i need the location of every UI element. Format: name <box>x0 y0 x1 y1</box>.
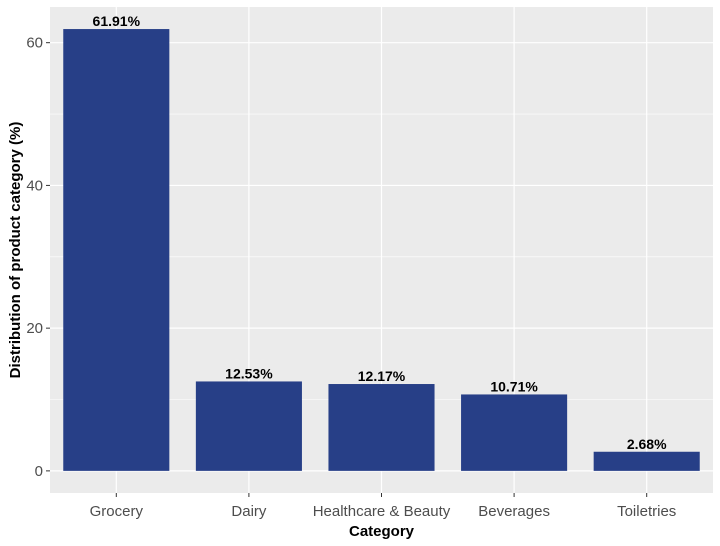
bar <box>63 29 170 471</box>
x-axis-title: Category <box>349 523 415 540</box>
y-tick-label: 60 <box>26 35 43 52</box>
data-label: 61.91% <box>93 13 141 29</box>
x-tick-label: Healthcare & Beauty <box>313 503 451 520</box>
data-labels: 61.91% 12.53% 12.17% 10.71% 2.68% <box>93 13 668 452</box>
bar <box>195 381 302 471</box>
y-axis-title: Distribution of product category (%) <box>7 122 24 379</box>
data-label: 12.17% <box>358 368 406 384</box>
data-label: 2.68% <box>627 436 667 452</box>
bar <box>328 384 435 471</box>
data-label: 12.53% <box>225 365 273 381</box>
y-tick-label: 0 <box>35 463 43 480</box>
y-tick-label: 20 <box>26 320 43 337</box>
bar <box>593 451 700 471</box>
y-axis: 0 20 40 60 <box>26 35 50 480</box>
y-tick-label: 40 <box>26 177 43 194</box>
bars <box>63 29 700 471</box>
x-tick-label: Toiletries <box>617 503 676 520</box>
bar <box>461 394 568 471</box>
x-axis: Grocery Dairy Healthcare & Beauty Beverages… <box>90 493 676 520</box>
x-tick-label: Grocery <box>90 503 144 520</box>
data-label: 10.71% <box>490 378 538 394</box>
x-tick-label: Beverages <box>478 503 550 520</box>
x-tick-label: Dairy <box>231 503 267 520</box>
